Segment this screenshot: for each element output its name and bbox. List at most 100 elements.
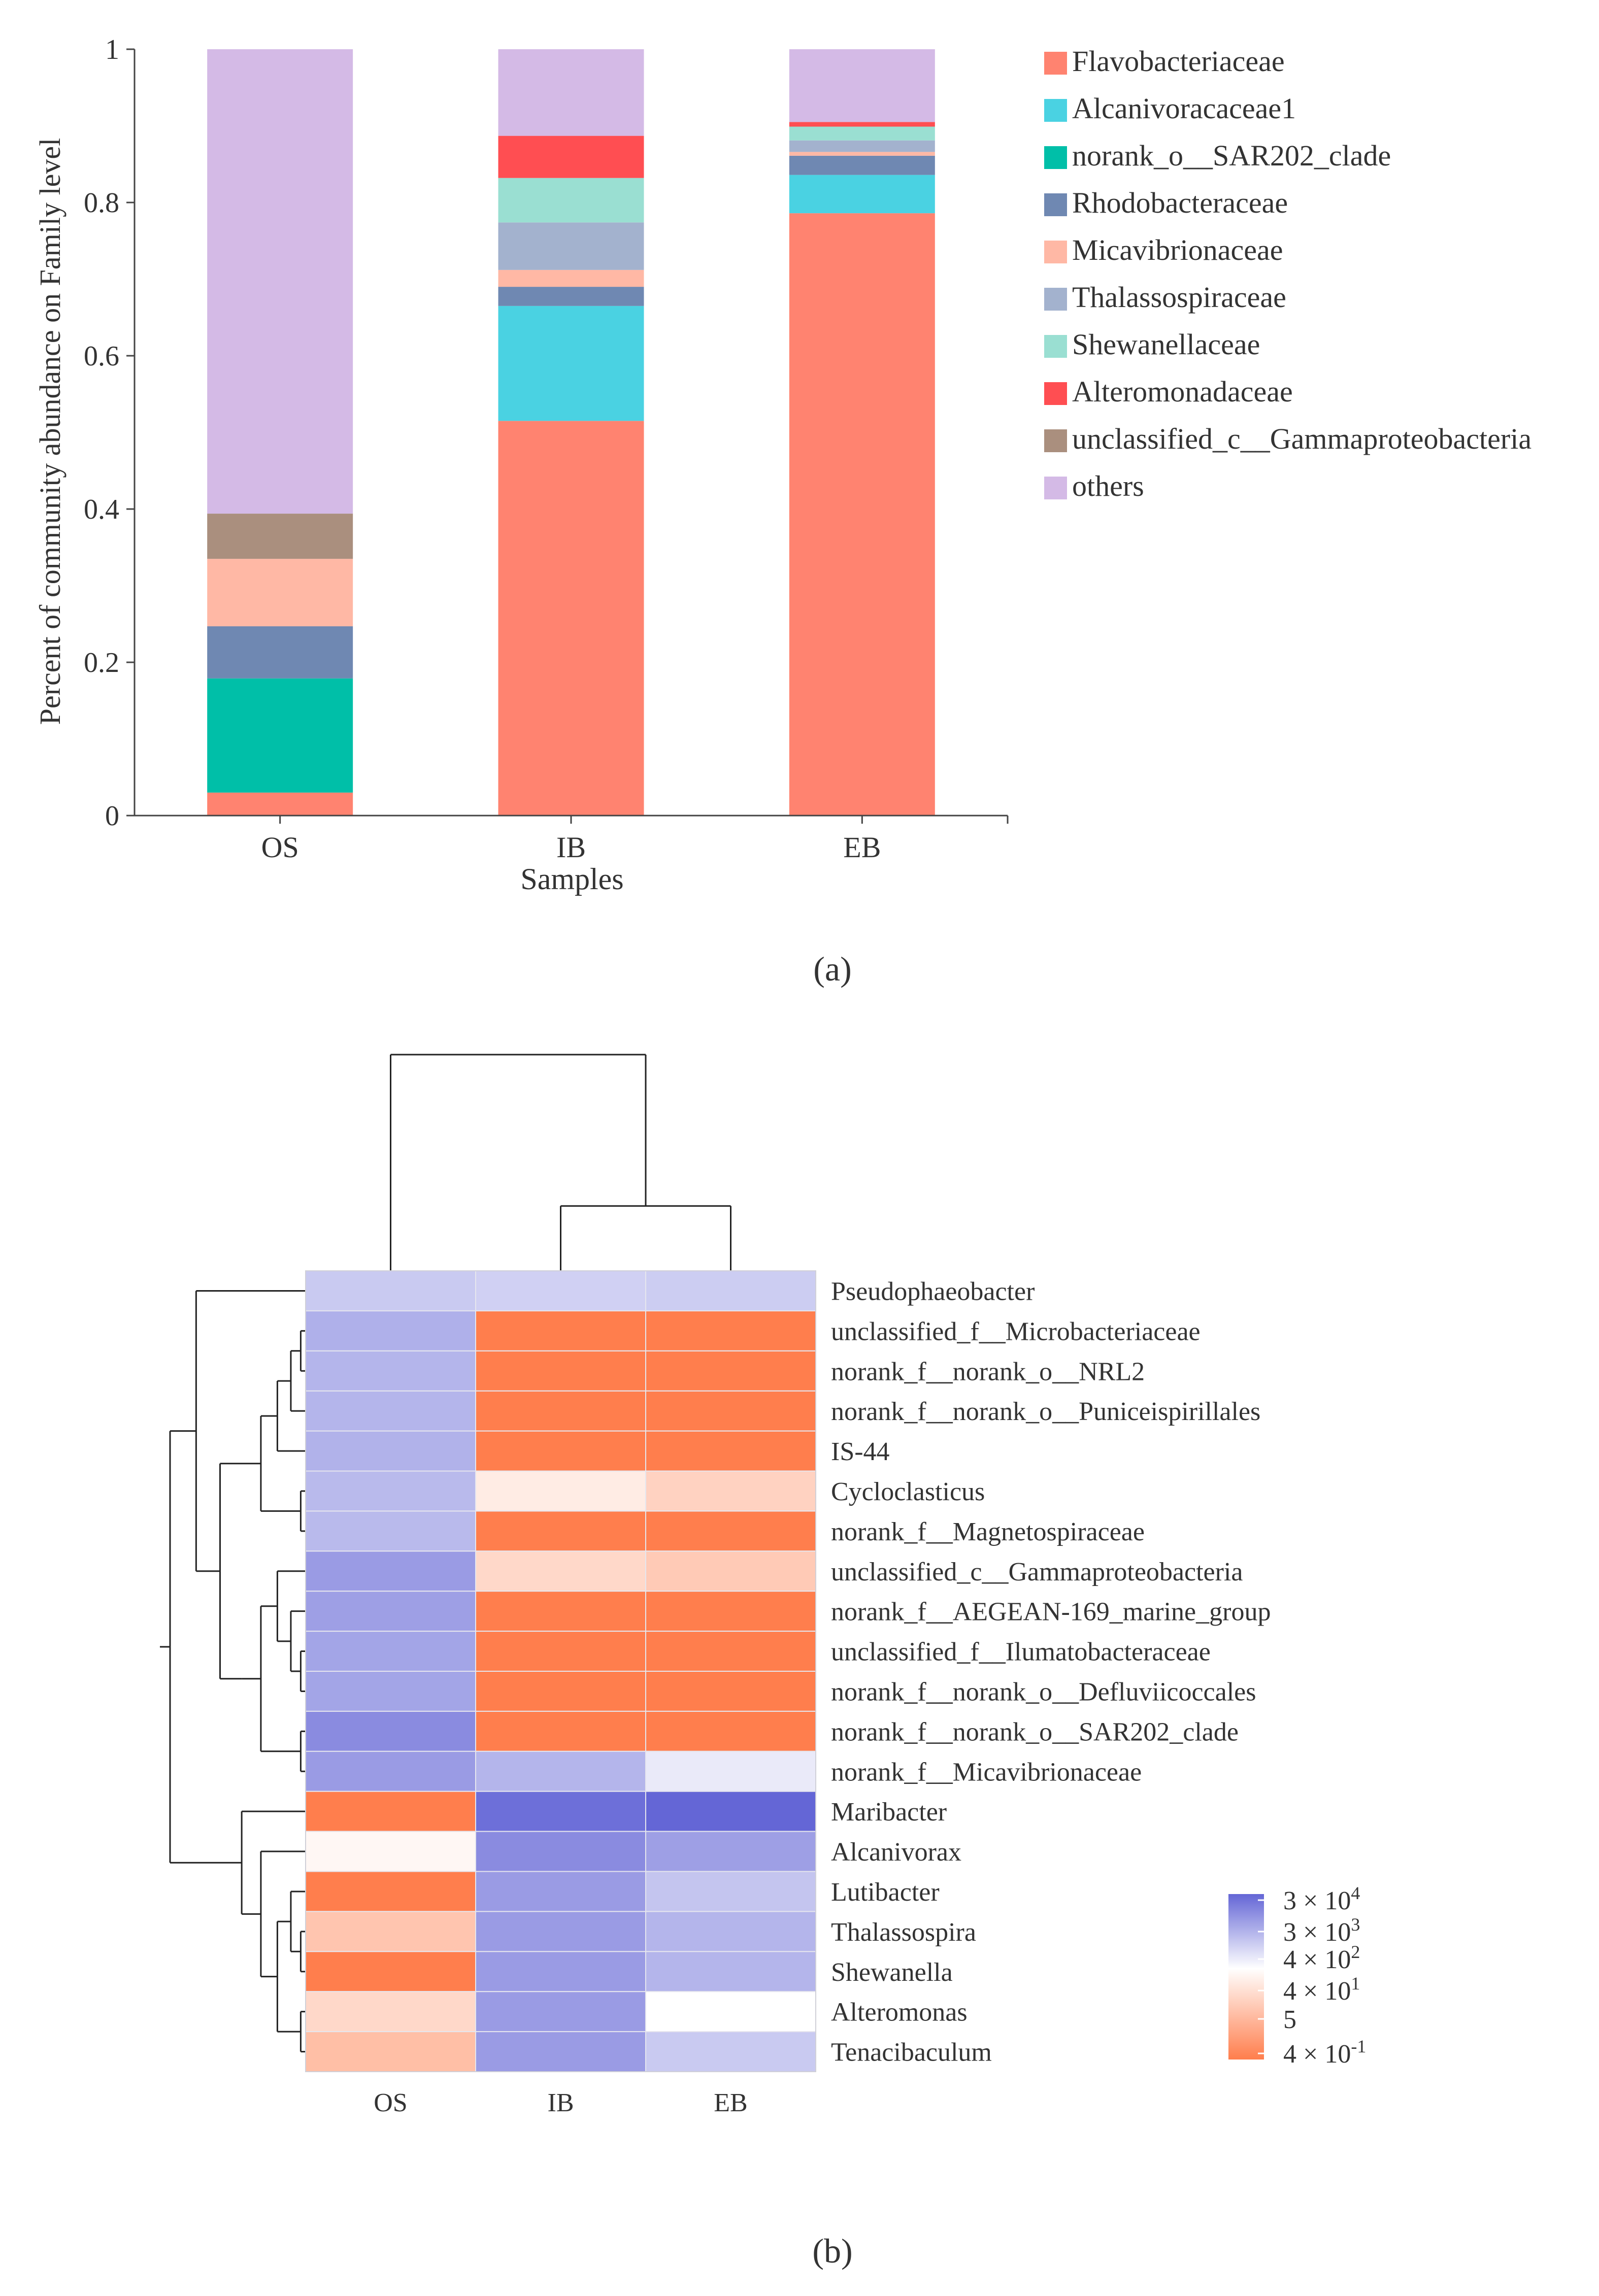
heatmap-cell-thalassospira-ib <box>475 1911 646 1952</box>
row-label-norank-f-norank-o-puniceispirillales: norank_f__norank_o__Puniceispirillales <box>831 1397 1260 1426</box>
bar-stacks <box>207 49 935 816</box>
heatmap-cell-lutibacter-eb <box>645 1871 816 1912</box>
heatmap-cell-tenacibaculum-eb <box>645 2031 816 2073</box>
legend-label-alcanivoracaceae1: Alcanivoracaceae1 <box>1072 92 1296 125</box>
row-label-norank-f-norank-o-sar202-clade: norank_f__norank_o__SAR202_clade <box>831 1717 1239 1746</box>
legend-label-micavibrionaceae: Micavibrionaceae <box>1072 233 1283 266</box>
heatmap-border <box>305 1270 816 2072</box>
y-tick-label: 1 <box>105 34 119 65</box>
legend-label-flavobacteriaceae: Flavobacteriaceae <box>1072 45 1285 78</box>
heatmap-cell-shewanella-os <box>305 1951 476 1993</box>
row-label-cycloclasticus: Cycloclasticus <box>831 1477 985 1506</box>
heatmap-cell-unclassified-f-microbacteriaceae-os <box>305 1310 476 1352</box>
heatmap-cell-norank-f-norank-o-nrl2-os <box>305 1350 476 1392</box>
heatmap-cell-lutibacter-ib <box>475 1871 646 1912</box>
stacked-bar-chart: 0 0.2 0.4 0.6 0.8 1 OS IB EB Flavobacteriaceae Al… <box>34 34 1531 896</box>
heatmap-cell-is-44-eb <box>645 1430 816 1472</box>
heatmap-cell-norank-f-magnetospiraceae-os <box>305 1510 476 1552</box>
chart-legend: Flavobacteriaceae Alcanivoracaceae1 norank… <box>1044 45 1531 502</box>
bar-segment-os-unclassified-c-gammaproteobacteria <box>207 514 353 559</box>
legend-swatch-thalassospiraceae <box>1044 288 1067 311</box>
heatmap-cell-shewanella-eb <box>645 1951 816 1993</box>
bar-segment-eb-flavobacteriaceae <box>789 213 935 816</box>
heatmap-cell-alteromonas-os <box>305 1991 476 2033</box>
heatmap-cell-cycloclasticus-ib <box>475 1470 646 1512</box>
heatmap-cell-alteromonas-eb <box>645 1991 816 2033</box>
colorbar-label: 4 × 10-1 <box>1283 2036 1366 2069</box>
row-label-norank-f-micavibrionaceae: norank_f__Micavibrionaceae <box>831 1758 1142 1786</box>
heatmap-cell-maribacter-ib <box>475 1791 646 1832</box>
heatmap-cell-unclassified-f-microbacteriaceae-ib <box>475 1310 646 1352</box>
row-label-unclassified-f-microbacteriaceae: unclassified_f__Microbacteriaceae <box>831 1317 1201 1346</box>
bar-segment-eb-alteromonadaceae <box>789 122 935 127</box>
row-label-alteromonas: Alteromonas <box>831 1998 968 2027</box>
heatmap-cell-unclassified-c-gammaproteobacteria-eb <box>645 1550 816 1592</box>
colorbar-label: 3 × 103 <box>1283 1914 1360 1947</box>
x-tick-label: EB <box>843 831 881 864</box>
heatmap-cell-norank-f-micavibrionaceae-os <box>305 1750 476 1792</box>
legend-label-norank-o-sar202-clade: norank_o__SAR202_clade <box>1072 139 1391 172</box>
x-tick-label: IB <box>556 831 586 864</box>
legend-swatch-rhodobacteraceae <box>1044 193 1067 216</box>
heatmap-cell-pseudophaeobacter-ib <box>475 1270 646 1311</box>
legend-label-shewanellaceae: Shewanellaceae <box>1072 328 1260 361</box>
heatmap-cell-shewanella-ib <box>475 1951 646 1993</box>
x-axis-label: Samples <box>520 862 623 896</box>
row-label-tenacibaculum: Tenacibaculum <box>831 2038 992 2067</box>
bar-segment-ib-alcanivoracaceae1 <box>498 306 644 421</box>
legend-label-unclassified-c-gammaproteobacteria: unclassified_c__Gammaproteobacteria <box>1072 422 1531 455</box>
heatmap-cell-thalassospira-os <box>305 1911 476 1952</box>
heatmap-cell-norank-f-aegean-169-marine-group-eb <box>645 1591 816 1632</box>
colorbar-label: 3 × 104 <box>1283 1883 1360 1915</box>
row-label-shewanella: Shewanella <box>831 1958 953 1987</box>
colorbar-label: 4 × 102 <box>1283 1942 1360 1974</box>
heatmap-cell-unclassified-f-microbacteriaceae-eb <box>645 1310 816 1352</box>
heatmap-cell-norank-f-micavibrionaceae-ib <box>475 1750 646 1792</box>
heatmap-cell-unclassified-c-gammaproteobacteria-ib <box>475 1550 646 1592</box>
column-label-os: OS <box>374 2088 407 2117</box>
heatmap-cell-norank-f-norank-o-defluviicoccales-os <box>305 1671 476 1712</box>
heatmap-chart: Pseudophaeobacter unclassified_f__Microba… <box>160 1054 1366 2117</box>
heatmap-cell-thalassospira-eb <box>645 1911 816 1952</box>
heatmap-cell-norank-f-magnetospiraceae-eb <box>645 1510 816 1552</box>
bar-segment-eb-rhodobacteraceae <box>789 155 935 175</box>
bar-segment-ib-rhodobacteraceae <box>498 287 644 306</box>
row-label-norank-f-norank-o-defluviicoccales: norank_f__norank_o__Defluviicoccales <box>831 1677 1256 1706</box>
row-label-unclassified-f-ilumatobacteraceae: unclassified_f__Ilumatobacteraceae <box>831 1638 1211 1667</box>
y-tick-label: 0.6 <box>84 341 119 372</box>
bar-segment-os-others <box>207 49 353 514</box>
heatmap-cell-is-44-os <box>305 1430 476 1472</box>
heatmap-cell-maribacter-os <box>305 1791 476 1832</box>
bar-segment-eb-thalassospiraceae <box>789 140 935 152</box>
heatmap-cell-norank-f-norank-o-sar202-clade-os <box>305 1710 476 1752</box>
colorbar-label: 5 <box>1283 2005 1296 2034</box>
y-tick-label: 0.8 <box>84 187 119 219</box>
bar-segment-ib-others <box>498 49 644 136</box>
bar-segment-os-norank-o-sar202-clade <box>207 678 353 793</box>
legend-label-rhodobacteraceae: Rhodobacteraceae <box>1072 186 1288 219</box>
legend-label-others: others <box>1072 469 1144 502</box>
row-label-norank-f-magnetospiraceae: norank_f__Magnetospiraceae <box>831 1517 1145 1546</box>
heatmap-cell-cycloclasticus-eb <box>645 1470 816 1512</box>
heatmap-cell-norank-f-aegean-169-marine-group-ib <box>475 1591 646 1632</box>
row-label-lutibacter: Lutibacter <box>831 1878 940 1907</box>
heatmap-cell-norank-f-norank-o-puniceispirillales-ib <box>475 1390 646 1432</box>
heatmap-cell-norank-f-magnetospiraceae-ib <box>475 1510 646 1552</box>
heatmap-cell-lutibacter-os <box>305 1871 476 1912</box>
row-label-maribacter: Maribacter <box>831 1798 947 1827</box>
heatmap-cell-norank-f-norank-o-puniceispirillales-eb <box>645 1390 816 1432</box>
panel-label-b: (b) <box>812 2232 852 2270</box>
bar-segment-ib-alteromonadaceae <box>498 136 644 178</box>
heatmap-cell-alteromonas-ib <box>475 1991 646 2033</box>
bar-segment-ib-flavobacteriaceae <box>498 421 644 816</box>
colorbar-label: 4 × 101 <box>1283 1973 1360 2006</box>
heatmap-cell-maribacter-eb <box>645 1791 816 1832</box>
y-tick-label: 0.2 <box>84 647 119 679</box>
bar-segment-eb-micavibrionaceae <box>789 152 935 156</box>
heatmap-cell-unclassified-f-ilumatobacteraceae-eb <box>645 1631 816 1672</box>
heatmap-cell-norank-f-aegean-169-marine-group-os <box>305 1591 476 1632</box>
heatmap-cell-norank-f-micavibrionaceae-eb <box>645 1750 816 1792</box>
column-label-ib: IB <box>548 2088 574 2117</box>
column-label-eb: EB <box>714 2088 747 2117</box>
